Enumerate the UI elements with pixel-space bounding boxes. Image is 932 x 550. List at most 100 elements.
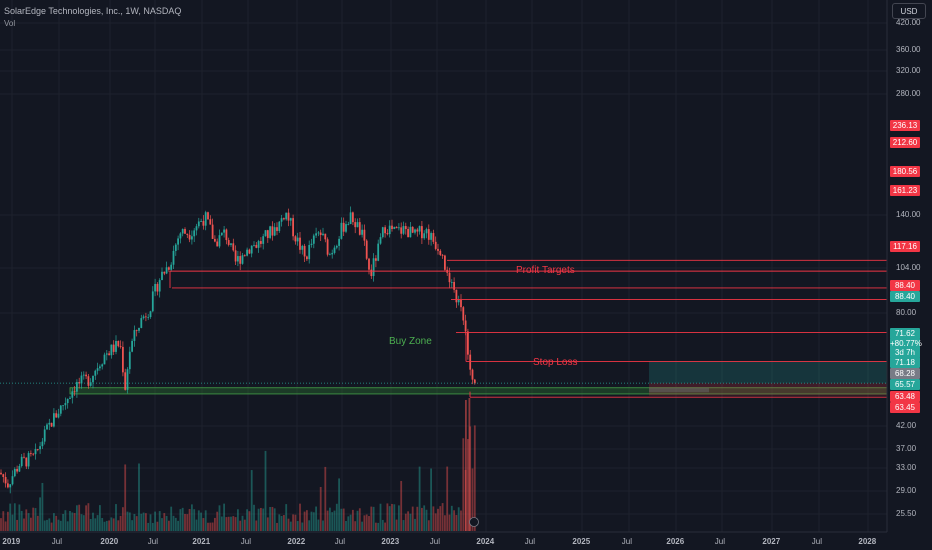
- volume-bar: [161, 518, 163, 531]
- volume-bar: [179, 509, 182, 531]
- volume-bar: [354, 521, 357, 531]
- volume-bar: [460, 510, 462, 531]
- candle-body: [280, 218, 283, 222]
- currency-button[interactable]: USD: [892, 3, 926, 19]
- candle-body: [473, 379, 476, 384]
- volume-bar: [349, 514, 352, 531]
- candle-body: [197, 221, 200, 227]
- volume-bar: [289, 521, 292, 531]
- candle-body: [151, 291, 154, 312]
- candle-body: [112, 344, 115, 352]
- candle-body: [234, 250, 237, 262]
- volume-bar: [246, 509, 248, 531]
- candle-body: [188, 234, 191, 240]
- volume-bar: [384, 522, 386, 531]
- price-tag: 180.56: [890, 166, 920, 177]
- long-position-stop-area: [649, 383, 887, 396]
- candle-body: [453, 281, 455, 290]
- volume-bar: [292, 514, 294, 531]
- candle-body: [409, 226, 412, 238]
- volume-bar: [331, 512, 334, 531]
- candle-body: [2, 474, 5, 478]
- volume-bar: [149, 514, 152, 531]
- event-flash-icon[interactable]: [469, 517, 479, 527]
- candle-body: [315, 233, 317, 236]
- x-tick-label: 2021: [192, 537, 211, 546]
- candle-body: [250, 245, 253, 254]
- candle-body: [216, 241, 219, 247]
- candle-body: [434, 241, 437, 249]
- volume-bar: [218, 505, 221, 531]
- candle-body: [386, 233, 389, 235]
- volume-bar: [388, 506, 391, 531]
- candle-body: [421, 226, 423, 239]
- volume-bar: [101, 517, 104, 531]
- volume-bar: [50, 522, 53, 531]
- volume-bar: [377, 522, 380, 531]
- candle-body: [469, 354, 472, 370]
- candle-body: [287, 212, 290, 221]
- volume-bar: [18, 504, 21, 531]
- price-tag: 71.62: [890, 328, 920, 339]
- volume-bar: [126, 511, 129, 531]
- volume-bar: [468, 398, 471, 531]
- candle-body: [126, 369, 129, 390]
- volume-bar: [439, 506, 442, 531]
- x-tick-label: Jul: [51, 537, 63, 546]
- candle-body: [345, 224, 347, 232]
- candle-body: [464, 320, 467, 332]
- candle-body: [430, 233, 432, 240]
- price-tag: 117.16: [890, 241, 920, 252]
- price-tag: 212.60: [890, 137, 920, 148]
- volume-bar: [64, 510, 67, 531]
- volume-bar: [467, 439, 469, 531]
- y-tick-label: 140.00: [896, 210, 921, 219]
- candle-body: [11, 476, 14, 485]
- volume-bar: [124, 464, 127, 531]
- candle-body: [338, 238, 340, 246]
- x-tick-label: Jul: [429, 537, 441, 546]
- volume-bar: [322, 520, 324, 531]
- volume-bar: [27, 513, 30, 531]
- candle-body: [340, 222, 343, 239]
- volume-bar: [368, 516, 370, 531]
- volume-bar: [188, 508, 191, 531]
- candle-body: [319, 232, 322, 235]
- candle-body: [23, 456, 25, 458]
- volume-bar: [400, 480, 403, 531]
- candle-body: [448, 272, 451, 283]
- stop-loss-label: Stop Loss: [533, 357, 578, 368]
- horizontal-levels: [0, 259, 887, 527]
- candle-body: [395, 226, 398, 229]
- volume-bar: [195, 519, 198, 531]
- price-tag: +80.77%: [890, 338, 922, 349]
- volume-bar: [425, 509, 428, 531]
- candle-body: [246, 249, 248, 256]
- candle-body: [276, 227, 278, 231]
- candle-body: [177, 238, 179, 245]
- volume-bar: [16, 519, 18, 531]
- candle-body: [322, 233, 324, 235]
- candle-body: [96, 368, 99, 371]
- candle-body: [27, 453, 30, 467]
- volume-bar: [287, 518, 290, 531]
- candle-body: [9, 484, 12, 488]
- volume-bar: [423, 505, 426, 531]
- volume-bar: [32, 507, 35, 531]
- candle-body: [363, 229, 366, 241]
- candle-body: [381, 227, 384, 238]
- price-tag: 236.13: [890, 120, 920, 131]
- volume-bar: [174, 517, 177, 531]
- price-tag: 71.18: [890, 357, 920, 368]
- volume-bar: [122, 507, 124, 531]
- x-tick-label: 2027: [762, 537, 781, 546]
- candle-body: [347, 224, 350, 225]
- candle-body: [147, 317, 150, 318]
- candle-body: [423, 233, 426, 239]
- volume-bar: [398, 505, 400, 531]
- volume-bar: [257, 508, 260, 531]
- candle-body: [266, 230, 269, 238]
- candle-body: [0, 472, 2, 475]
- candle-body: [20, 456, 23, 467]
